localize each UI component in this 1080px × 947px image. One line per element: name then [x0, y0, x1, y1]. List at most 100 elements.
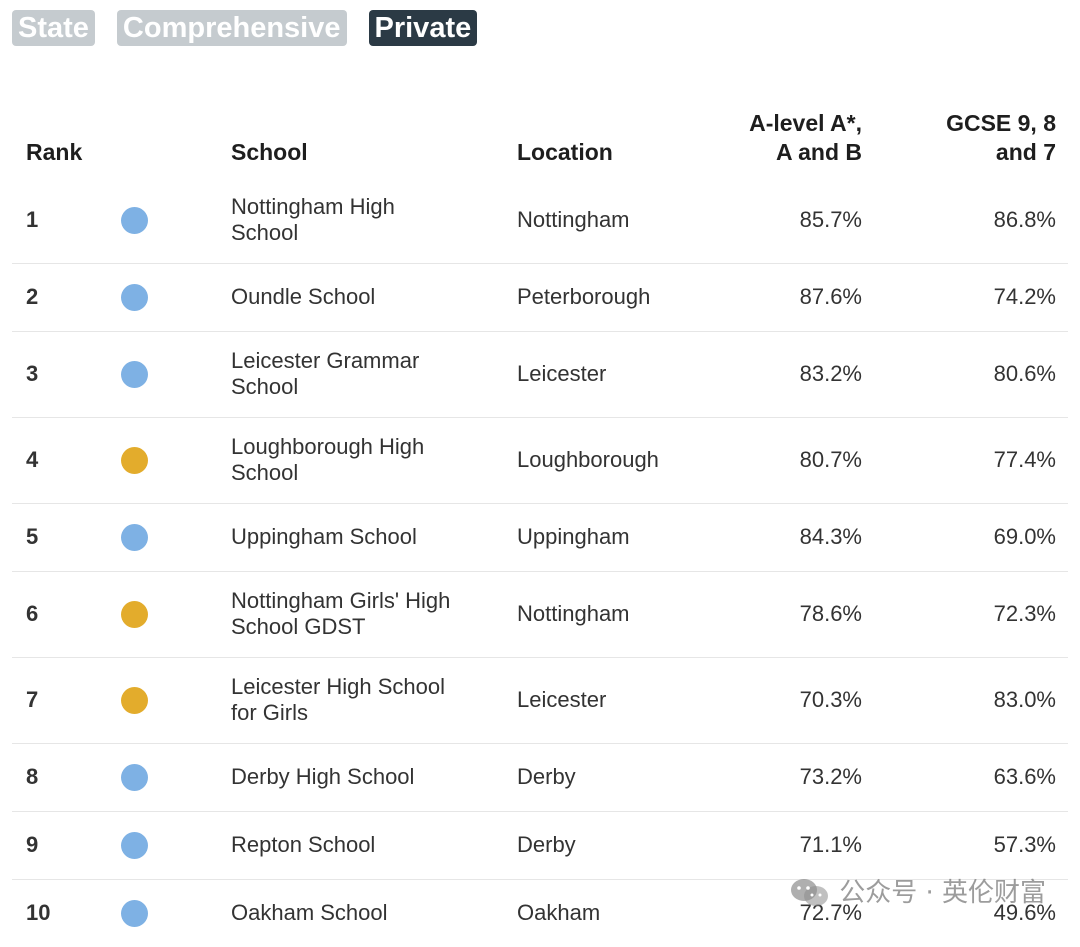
- yellow-dot-icon: [121, 686, 148, 714]
- type-cell: [119, 879, 231, 947]
- location-cell: Derby: [517, 743, 719, 812]
- alevel-cell: 85.7%: [719, 177, 874, 264]
- gcse-cell: 83.0%: [874, 657, 1068, 744]
- type-cell: [119, 331, 231, 418]
- school-cell[interactable]: Leicester High School for Girls: [231, 657, 517, 744]
- column-header-location[interactable]: Location: [517, 139, 613, 165]
- blue-dot-icon: [121, 831, 148, 859]
- table-row[interactable]: 3 Leicester Grammar School Leicester 83.2% 80…: [12, 331, 1068, 418]
- type-cell: [119, 417, 231, 504]
- school-cell[interactable]: Derby High School: [231, 743, 517, 812]
- blue-dot-icon: [121, 763, 148, 791]
- school-cell[interactable]: Leicester Grammar School: [231, 331, 517, 418]
- rank-cell: 5: [12, 503, 119, 572]
- type-cell: [119, 571, 231, 658]
- table-row[interactable]: 2 Oundle School Peterborough 87.6% 74.2%: [12, 263, 1068, 332]
- column-header-rank[interactable]: Rank: [26, 139, 83, 165]
- gcse-cell: 77.4%: [874, 417, 1068, 504]
- alevel-cell: 70.3%: [719, 657, 874, 744]
- column-header-gcse[interactable]: GCSE 9, 8 and 7: [874, 96, 1068, 177]
- location-cell: Derby: [517, 811, 719, 880]
- alevel-cell: 83.2%: [719, 331, 874, 418]
- blue-dot-icon: [121, 283, 148, 311]
- gcse-cell: 86.8%: [874, 177, 1068, 264]
- blue-dot-icon: [121, 206, 148, 234]
- type-cell: [119, 177, 231, 264]
- table-row[interactable]: 4 Loughborough High School Loughborough 80.7…: [12, 417, 1068, 504]
- school-cell[interactable]: Oundle School: [231, 263, 517, 332]
- type-cell: [119, 811, 231, 880]
- rank-cell: 7: [12, 657, 119, 744]
- rank-cell: 4: [12, 417, 119, 504]
- alevel-cell: 87.6%: [719, 263, 874, 332]
- filter-comprehensive-button[interactable]: Comprehensive: [116, 10, 347, 46]
- alevel-cell: 71.1%: [719, 811, 874, 880]
- table-row[interactable]: 10 Oakham School Oakham 72.7% 49.6%: [12, 879, 1068, 947]
- school-cell[interactable]: Oakham School: [231, 879, 517, 947]
- school-type-filters: State Comprehensive Private: [12, 10, 478, 46]
- school-name-line1: Uppingham School: [231, 524, 417, 549]
- location-cell: Peterborough: [517, 263, 719, 332]
- alevel-cell: 72.7%: [799, 900, 862, 926]
- column-header-school[interactable]: School: [231, 139, 308, 165]
- rank-cell: 1: [12, 177, 119, 264]
- school-cell[interactable]: Repton School: [231, 811, 517, 880]
- column-header-alevel[interactable]: A-level A*, A and B: [719, 96, 874, 177]
- table-row[interactable]: 5 Uppingham School Uppingham 84.3% 69.0%: [12, 503, 1068, 572]
- blue-dot-icon: [121, 360, 148, 388]
- blue-dot-icon: [121, 900, 148, 928]
- gcse-cell: 80.6%: [874, 331, 1068, 418]
- filter-private-button[interactable]: Private: [368, 10, 478, 46]
- table-row[interactable]: 9 Repton School Derby 71.1% 57.3%: [12, 811, 1068, 880]
- table-row[interactable]: 7 Leicester High School for Girls Leicester…: [12, 657, 1068, 744]
- gcse-cell: 49.6%: [993, 900, 1056, 926]
- gcse-header-line2: and 7: [995, 139, 1056, 165]
- location-cell: Nottingham: [517, 177, 719, 264]
- table-row[interactable]: 1 Nottingham High School Nottingham 85.7% 86.…: [12, 177, 1068, 264]
- yellow-dot-icon: [121, 600, 148, 628]
- type-cell: [119, 503, 231, 572]
- school-name-line1: Leicester Grammar: [231, 348, 420, 373]
- column-header-type: [119, 96, 231, 177]
- rank-cell: 10: [26, 900, 51, 926]
- school-name-line2: School: [231, 374, 299, 399]
- gcse-header-line1: GCSE 9, 8: [946, 110, 1056, 136]
- table-row[interactable]: 6 Nottingham Girls' High School GDST Nottin…: [12, 571, 1068, 658]
- gcse-cell: 57.3%: [874, 811, 1068, 880]
- rank-cell: 6: [12, 571, 119, 658]
- school-name-line2: for Girls: [231, 700, 308, 725]
- school-name-line1: Nottingham High: [231, 193, 395, 219]
- gcse-cell: 72.3%: [874, 571, 1068, 658]
- school-rankings-table: Rank School Location A-level A*, A and B…: [12, 96, 1068, 947]
- rank-cell: 9: [12, 811, 119, 880]
- gcse-cell: 74.2%: [874, 263, 1068, 332]
- school-cell[interactable]: Nottingham Girls' High School GDST: [231, 571, 517, 658]
- school-cell[interactable]: Loughborough High School: [231, 417, 517, 504]
- table-row[interactable]: 8 Derby High School Derby 73.2% 63.6%: [12, 743, 1068, 812]
- school-name-line2: School: [231, 460, 299, 485]
- location-cell: Oakham: [517, 900, 601, 926]
- blue-dot-icon: [121, 523, 148, 551]
- school-name-line1: Oakham School: [231, 900, 388, 926]
- type-cell: [119, 743, 231, 812]
- school-name-line2: School: [231, 219, 299, 245]
- school-name-line1: Derby High School: [231, 764, 415, 789]
- alevel-header-line1: A-level A*,: [749, 110, 862, 136]
- filter-state-button[interactable]: State: [12, 10, 95, 46]
- school-name-line1: Oundle School: [231, 284, 376, 309]
- table-header-row: Rank School Location A-level A*, A and B…: [12, 96, 1068, 177]
- school-cell[interactable]: Nottingham High School: [231, 177, 517, 264]
- alevel-cell: 78.6%: [719, 571, 874, 658]
- type-cell: [119, 263, 231, 332]
- school-name-line1: Nottingham Girls' High: [231, 588, 451, 613]
- school-name-line1: Repton School: [231, 832, 376, 857]
- alevel-header-line2: A and B: [775, 139, 862, 165]
- alevel-cell: 73.2%: [719, 743, 874, 812]
- gcse-cell: 63.6%: [874, 743, 1068, 812]
- school-cell[interactable]: Uppingham School: [231, 503, 517, 572]
- alevel-cell: 80.7%: [719, 417, 874, 504]
- location-cell: Leicester: [517, 331, 719, 418]
- type-cell: [119, 657, 231, 744]
- rank-cell: 3: [12, 331, 119, 418]
- alevel-cell: 84.3%: [719, 503, 874, 572]
